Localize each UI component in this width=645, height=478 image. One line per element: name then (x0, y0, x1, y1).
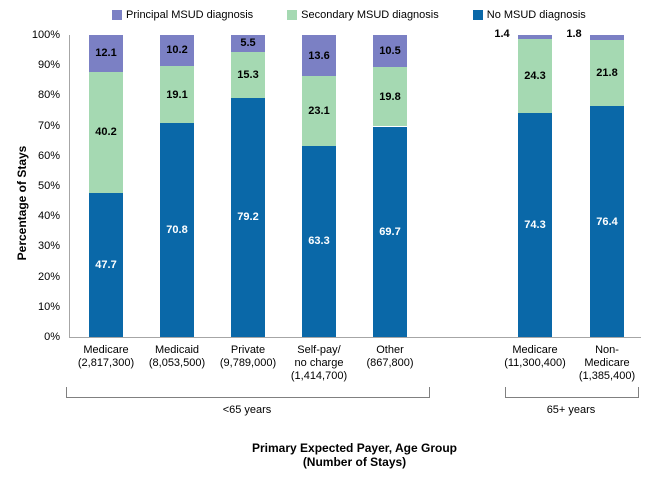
category-label-line: (9,789,000) (219, 357, 277, 369)
legend-label: Secondary MSUD diagnosis (301, 9, 439, 21)
y-tick-label: 30% (37, 240, 60, 253)
category-label-line: (8,053,500) (148, 357, 206, 369)
y-tick-label: 60% (37, 149, 60, 162)
bar-segment-principal (373, 35, 407, 67)
category-label-line: (867,800) (366, 357, 414, 369)
legend-item-principal: Principal MSUD diagnosis (112, 9, 253, 21)
y-tick-label: 0% (44, 331, 60, 343)
bar-value-label: 70.8 (166, 224, 188, 237)
bar-segment-no-msud (160, 123, 194, 337)
bar-segment-secondary (160, 65, 194, 124)
secondary-swatch-icon (287, 10, 298, 20)
category-label-line: Non- (595, 344, 619, 356)
category-label-line: Medicare (512, 344, 558, 356)
category-label-line: (2,817,300) (77, 357, 135, 369)
bar-segment-principal (302, 35, 336, 77)
bar-value-label: 69.7 (379, 225, 401, 238)
bar-segment-principal (160, 35, 194, 66)
legend-label: No MSUD diagnosis (486, 9, 586, 21)
bar-value-label-outside: 1.4 (494, 28, 510, 40)
bar-segment-secondary (302, 76, 336, 146)
x-axis-title-line1: Primary Expected Payer, Age Group (252, 441, 457, 455)
bar-segment-no-msud (89, 192, 123, 337)
bar-segment-secondary (590, 40, 624, 107)
bar-value-label: 24.3 (524, 69, 546, 82)
bar-value-label: 76.4 (596, 215, 618, 228)
y-tick-label: 70% (37, 119, 60, 132)
y-tick-label: 100% (31, 29, 60, 41)
bar-value-label: 13.6 (308, 49, 330, 62)
category-label-line: Private (230, 344, 266, 356)
bar-value-label: 10.2 (166, 44, 188, 57)
bar-value-label: 23.1 (308, 104, 330, 117)
category-label-line: (1,414,700) (290, 370, 348, 382)
group-bracket-65plus (505, 387, 639, 398)
bar-value-label: 15.3 (237, 68, 259, 81)
bar-value-label: 12.1 (95, 47, 117, 60)
bar-segment-no-msud (590, 106, 624, 337)
category-label-line: (11,300,400) (504, 357, 566, 369)
bar-value-label: 63.3 (308, 235, 330, 248)
bar-segment-principal (590, 35, 624, 41)
legend: Principal MSUD diagnosis Secondary MSUD … (112, 9, 586, 21)
bar-value-label: 21.8 (596, 67, 618, 80)
bar-segment-no-msud (231, 97, 265, 337)
y-tick-label: 10% (37, 300, 60, 313)
legend-item-secondary: Secondary MSUD diagnosis (287, 9, 439, 21)
bar-segment-principal (89, 35, 123, 72)
bar-value-label: 74.3 (524, 218, 546, 231)
plot-area (69, 35, 641, 338)
category-label-line: Medicare (83, 344, 129, 356)
y-tick-label: 20% (37, 270, 60, 283)
bar-segment-no-msud (373, 126, 407, 337)
y-tick-label: 90% (37, 59, 60, 72)
bar-value-label-outside: 1.8 (566, 28, 582, 40)
category-label-line: (1,385,400) (578, 370, 636, 382)
no-msud-swatch-icon (472, 10, 483, 20)
bar-segment-no-msud (518, 112, 552, 337)
y-tick-label: 50% (37, 180, 60, 192)
x-axis-title-line2: (Number of Stays) (302, 455, 407, 469)
legend-label: Principal MSUD diagnosis (126, 9, 254, 21)
bar-value-label: 5.5 (240, 37, 256, 50)
category-label-line: Self-pay/ (297, 344, 341, 356)
bar-value-label: 47.7 (95, 258, 117, 271)
x-axis-title: Primary Expected Payer, Age Group (Numbe… (69, 441, 640, 469)
group-label-under65: <65 years (222, 404, 272, 416)
group-label-65plus: 65+ years (546, 404, 596, 416)
bar-value-label: 19.1 (166, 88, 188, 101)
bar-segment-principal (231, 35, 265, 52)
category-label-line: no charge (294, 357, 344, 369)
bar-value-label: 79.2 (237, 211, 259, 224)
y-tick-label: 80% (37, 89, 60, 102)
bar-value-label: 19.8 (379, 90, 401, 103)
category-label-line: Medicare (584, 357, 630, 369)
bar-segment-secondary (518, 39, 552, 113)
legend-item-no-msud: No MSUD diagnosis (472, 9, 586, 21)
category-label-line: Medicaid (154, 344, 200, 356)
principal-swatch-icon (112, 10, 122, 20)
bar-segment-no-msud (302, 145, 336, 337)
bar-segment-secondary (89, 71, 123, 193)
bar-value-label: 40.2 (95, 126, 117, 139)
bar-segment-secondary (373, 66, 407, 127)
category-label-line: Other (376, 344, 404, 356)
bar-segment-secondary (231, 51, 265, 98)
bar-value-label: 10.5 (379, 44, 401, 57)
y-tick-label: 40% (37, 210, 60, 223)
bar-segment-principal (518, 35, 552, 40)
group-bracket-under65 (66, 387, 430, 398)
